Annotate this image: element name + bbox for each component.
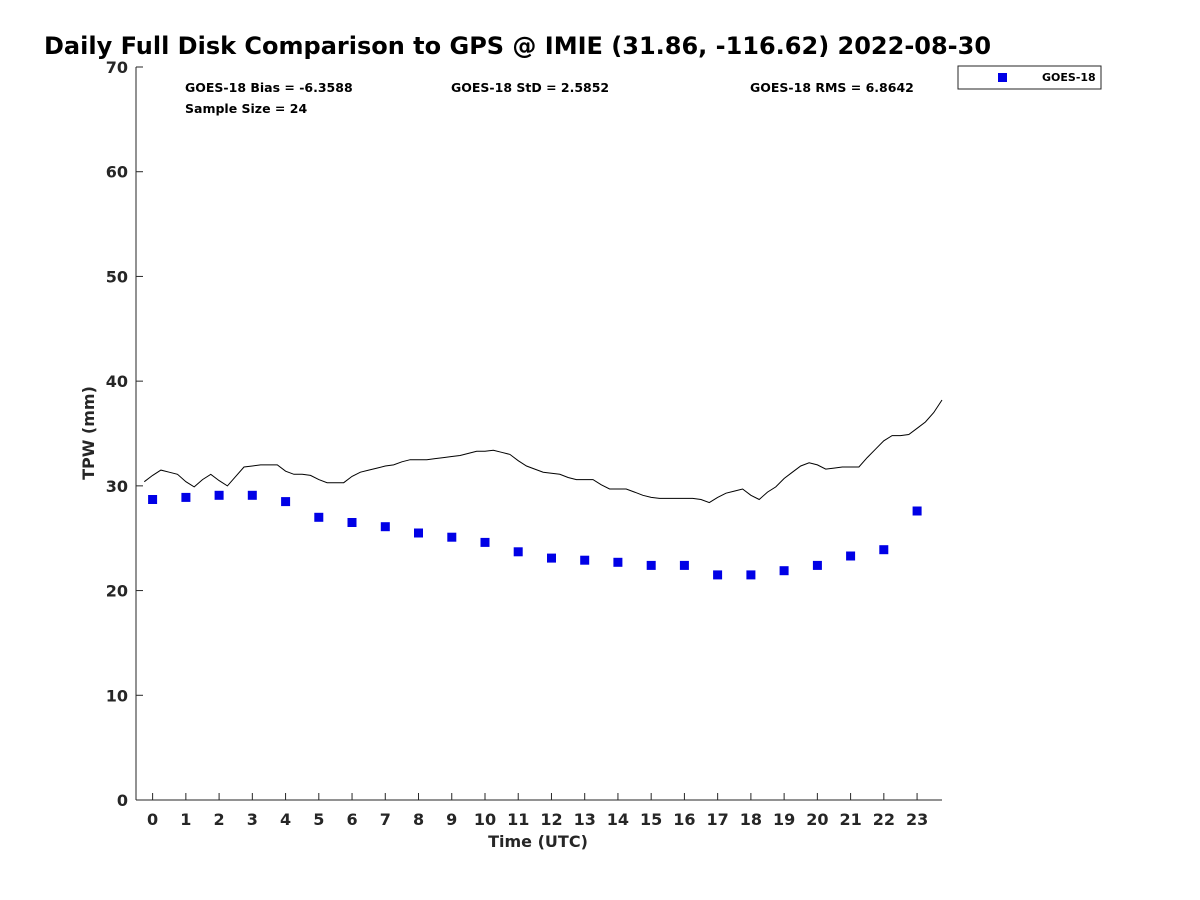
y-axis-label: TPW (mm) <box>79 386 98 480</box>
x-tick-label: 1 <box>180 810 191 829</box>
goes-18-point <box>746 570 756 580</box>
x-tick-label: 18 <box>740 810 762 829</box>
y-tick-label: 10 <box>106 686 128 705</box>
goes-18-point <box>380 522 390 532</box>
y-tick-label: 50 <box>106 267 128 286</box>
goes-18-point <box>447 532 457 542</box>
x-tick-label: 7 <box>380 810 391 829</box>
goes-18-point <box>912 506 922 516</box>
x-tick-label: 9 <box>446 810 457 829</box>
legend-box <box>957 65 1102 90</box>
gps-tpw-line <box>143 399 943 504</box>
goes-18-point <box>247 490 257 500</box>
x-axis-label: Time (UTC) <box>488 832 588 851</box>
goes-18-point <box>679 560 689 570</box>
y-ticks: 0 10 20 30 40 50 60 70 <box>106 58 143 810</box>
goes-18-point <box>414 528 423 538</box>
goes-18-point <box>846 551 856 561</box>
chart-title: Daily Full Disk Comparison to GPS @ IMIE… <box>44 32 991 60</box>
y-tick-label: 40 <box>106 372 128 391</box>
goes-18-point <box>613 557 623 567</box>
x-tick-label: 19 <box>773 810 795 829</box>
x-tick-label: 6 <box>346 810 357 829</box>
x-ticks: 0 1 2 3 4 5 6 7 8 9 10 11 12 13 14 15 16 17 18 19 20 21 22 23 <box>147 793 928 829</box>
x-tick-label: 2 <box>214 810 225 829</box>
x-tick-label: 10 <box>474 810 496 829</box>
y-tick-label: 30 <box>106 477 128 496</box>
goes-18-point <box>879 545 889 555</box>
goes-18-point <box>314 512 324 522</box>
bias-stat: GOES-18 Bias = -6.3588 <box>185 80 353 95</box>
goes-18-point <box>779 566 789 576</box>
x-tick-label: 15 <box>640 810 662 829</box>
y-tick-label: 60 <box>106 163 128 182</box>
legend: GOES-18 <box>957 65 1102 90</box>
x-tick-label: 5 <box>313 810 324 829</box>
goes-18-point <box>281 497 291 507</box>
goes-18-point <box>646 560 656 570</box>
x-tick-label: 23 <box>906 810 928 829</box>
goes-18-point <box>480 537 490 547</box>
x-tick-label: 8 <box>413 810 424 829</box>
goes-18-point <box>547 553 556 563</box>
x-tick-label: 12 <box>540 810 562 829</box>
x-tick-label: 0 <box>147 810 158 829</box>
rms-stat: GOES-18 RMS = 6.8642 <box>750 80 914 95</box>
std-stat: GOES-18 StD = 2.5852 <box>451 80 609 95</box>
y-tick-label: 0 <box>117 791 128 810</box>
y-tick-label: 70 <box>106 58 128 77</box>
x-tick-label: 16 <box>673 810 695 829</box>
x-tick-label: 22 <box>873 810 895 829</box>
goes-18-point <box>513 547 523 557</box>
goes-18-point <box>347 518 357 527</box>
x-tick-label: 14 <box>607 810 629 829</box>
goes-18-point <box>713 570 723 580</box>
x-tick-label: 3 <box>247 810 258 829</box>
x-tick-label: 13 <box>574 810 596 829</box>
goes-18-point <box>812 560 822 570</box>
legend-marker <box>998 73 1007 82</box>
x-tick-label: 21 <box>839 810 861 829</box>
goes-18-point <box>214 490 224 500</box>
legend-label: GOES-18 <box>1042 71 1096 84</box>
goes-18-point <box>580 555 590 565</box>
x-tick-label: 17 <box>707 810 729 829</box>
goes-18-point <box>148 495 158 504</box>
sample-size-stat: Sample Size = 24 <box>185 101 307 116</box>
x-tick-label: 20 <box>806 810 828 829</box>
goes-18-point <box>181 492 191 502</box>
y-tick-label: 20 <box>106 582 128 601</box>
x-tick-label: 11 <box>507 810 529 829</box>
series-layer <box>143 399 943 580</box>
x-tick-label: 4 <box>280 810 291 829</box>
